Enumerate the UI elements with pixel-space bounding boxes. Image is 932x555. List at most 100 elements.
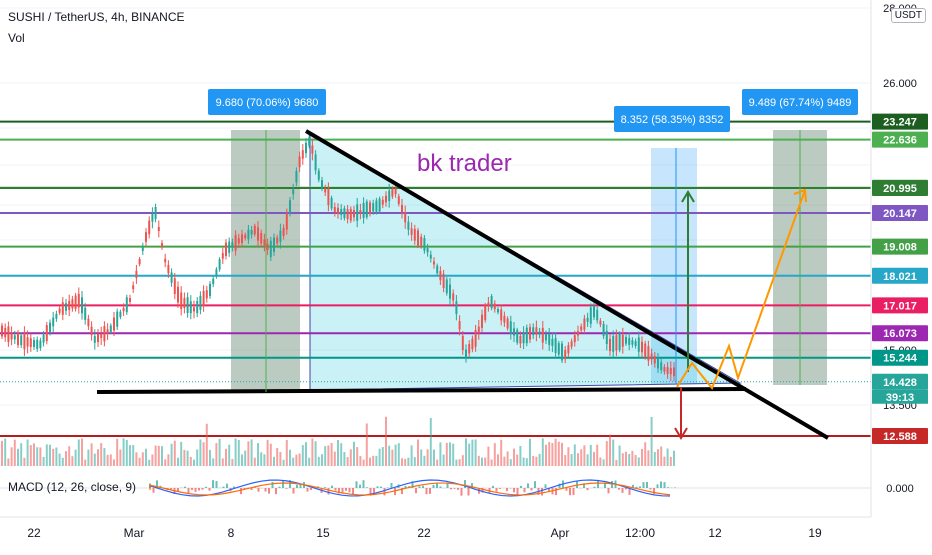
volume-bar bbox=[215, 443, 217, 466]
candle-body bbox=[459, 321, 461, 329]
annotation-text[interactable]: bk trader bbox=[417, 150, 512, 177]
candle-body bbox=[539, 332, 541, 335]
volume-bar bbox=[465, 438, 467, 466]
candle-body bbox=[17, 333, 19, 345]
volume-bar bbox=[644, 442, 646, 466]
volume-bar bbox=[279, 452, 281, 466]
volume-bar bbox=[190, 457, 192, 466]
macd-histogram-bar bbox=[426, 488, 428, 494]
candle-body bbox=[366, 202, 368, 218]
volume-bar bbox=[353, 442, 355, 466]
volume-bar bbox=[289, 450, 291, 466]
candle-body bbox=[487, 303, 489, 306]
time-tick-label: 22 bbox=[27, 526, 41, 540]
volume-bar bbox=[97, 449, 99, 466]
candle-body bbox=[81, 297, 83, 313]
volume-bar bbox=[427, 449, 429, 466]
volume-bar bbox=[23, 458, 25, 466]
candle-body bbox=[427, 248, 429, 252]
measurement-label-3[interactable]: 9.489 (67.74%) 9489 bbox=[742, 89, 858, 115]
level-label-text: 18.021 bbox=[883, 271, 917, 283]
candle-body bbox=[11, 332, 13, 339]
macd-histogram-bar bbox=[625, 488, 627, 489]
volume-bar bbox=[673, 451, 675, 466]
volume-bar bbox=[523, 458, 525, 466]
chart-title: SUSHI / TetherUS, 4h, BINANCE bbox=[8, 10, 185, 24]
candle-body bbox=[558, 343, 560, 354]
volume-bar bbox=[375, 456, 377, 466]
candle-body bbox=[145, 232, 147, 242]
volume-bar bbox=[660, 446, 662, 466]
candle-body bbox=[68, 301, 70, 310]
currency-selector[interactable]: USDT bbox=[891, 8, 926, 23]
volume-bar bbox=[436, 460, 438, 466]
candle-body bbox=[430, 255, 432, 259]
volume-bar bbox=[587, 454, 589, 466]
candle-body bbox=[161, 243, 163, 247]
macd-histogram-bar bbox=[422, 486, 424, 488]
candle-body bbox=[132, 285, 134, 289]
volume-bar bbox=[577, 453, 579, 466]
macd-histogram-bar bbox=[384, 488, 386, 495]
candle-body bbox=[590, 307, 592, 323]
candle-body bbox=[311, 145, 313, 153]
volume-bar bbox=[27, 440, 29, 466]
volume-bar bbox=[395, 445, 397, 466]
candle-body bbox=[209, 284, 211, 296]
macd-histogram-bar bbox=[359, 485, 361, 488]
volume-bar bbox=[129, 445, 131, 466]
macd-label: MACD (12, 26, close, 9) bbox=[8, 480, 136, 494]
measurement-label-1[interactable]: 9.680 (70.06%) 9680 bbox=[208, 89, 326, 115]
volume-bar bbox=[516, 455, 518, 466]
volume-bar bbox=[100, 443, 102, 466]
macd-histogram-bar bbox=[286, 488, 288, 489]
volume-bar bbox=[420, 449, 422, 466]
volume-bar bbox=[46, 444, 48, 466]
candle-body bbox=[641, 342, 643, 352]
macd-histogram-bar bbox=[555, 488, 557, 495]
volume-bar bbox=[334, 452, 336, 466]
time-tick-label: 12:00 bbox=[625, 526, 655, 540]
candle-body bbox=[215, 269, 217, 276]
time-tick-label: 22 bbox=[417, 526, 431, 540]
level-label-text: 20.147 bbox=[883, 208, 917, 220]
candle-body bbox=[340, 209, 342, 215]
candle-body bbox=[257, 227, 259, 240]
candle-body bbox=[382, 200, 384, 205]
macd-histogram-bar bbox=[310, 488, 312, 490]
volume-bar bbox=[20, 443, 22, 466]
volume-bar bbox=[305, 442, 307, 466]
volume-bar bbox=[593, 452, 595, 466]
volume-bar bbox=[327, 445, 329, 466]
volume-bar bbox=[363, 460, 365, 466]
candle-body bbox=[279, 231, 281, 242]
support-trendline[interactable] bbox=[97, 389, 746, 392]
level-label-20-995: 20.995 bbox=[872, 180, 928, 196]
volume-bar bbox=[561, 443, 563, 466]
candle-body bbox=[587, 318, 589, 322]
volume-bar bbox=[631, 451, 633, 466]
measurement-label-2[interactable]: 8.352 (58.35%) 8352 bbox=[614, 106, 730, 132]
volume-bar bbox=[667, 449, 669, 466]
candle-body bbox=[638, 337, 640, 351]
volume-bar bbox=[359, 456, 361, 466]
macd-histogram-bar bbox=[611, 481, 613, 488]
candle-body bbox=[542, 328, 544, 343]
candle-body bbox=[135, 271, 137, 278]
macd-histogram-bar bbox=[657, 484, 659, 488]
candle-body bbox=[199, 296, 201, 310]
volume-bar bbox=[30, 445, 32, 466]
candle-body bbox=[39, 340, 41, 348]
volume-bar bbox=[555, 439, 557, 466]
volume-bar bbox=[49, 445, 51, 466]
volume-bar bbox=[452, 444, 454, 466]
volume-bar bbox=[491, 459, 493, 466]
candle-body bbox=[167, 265, 169, 273]
candle-body bbox=[379, 199, 381, 212]
level-label-text: 22.636 bbox=[883, 135, 917, 147]
macd-histogram-bar bbox=[279, 487, 281, 488]
candle-body bbox=[55, 314, 57, 319]
macd-histogram-bar bbox=[265, 488, 267, 491]
